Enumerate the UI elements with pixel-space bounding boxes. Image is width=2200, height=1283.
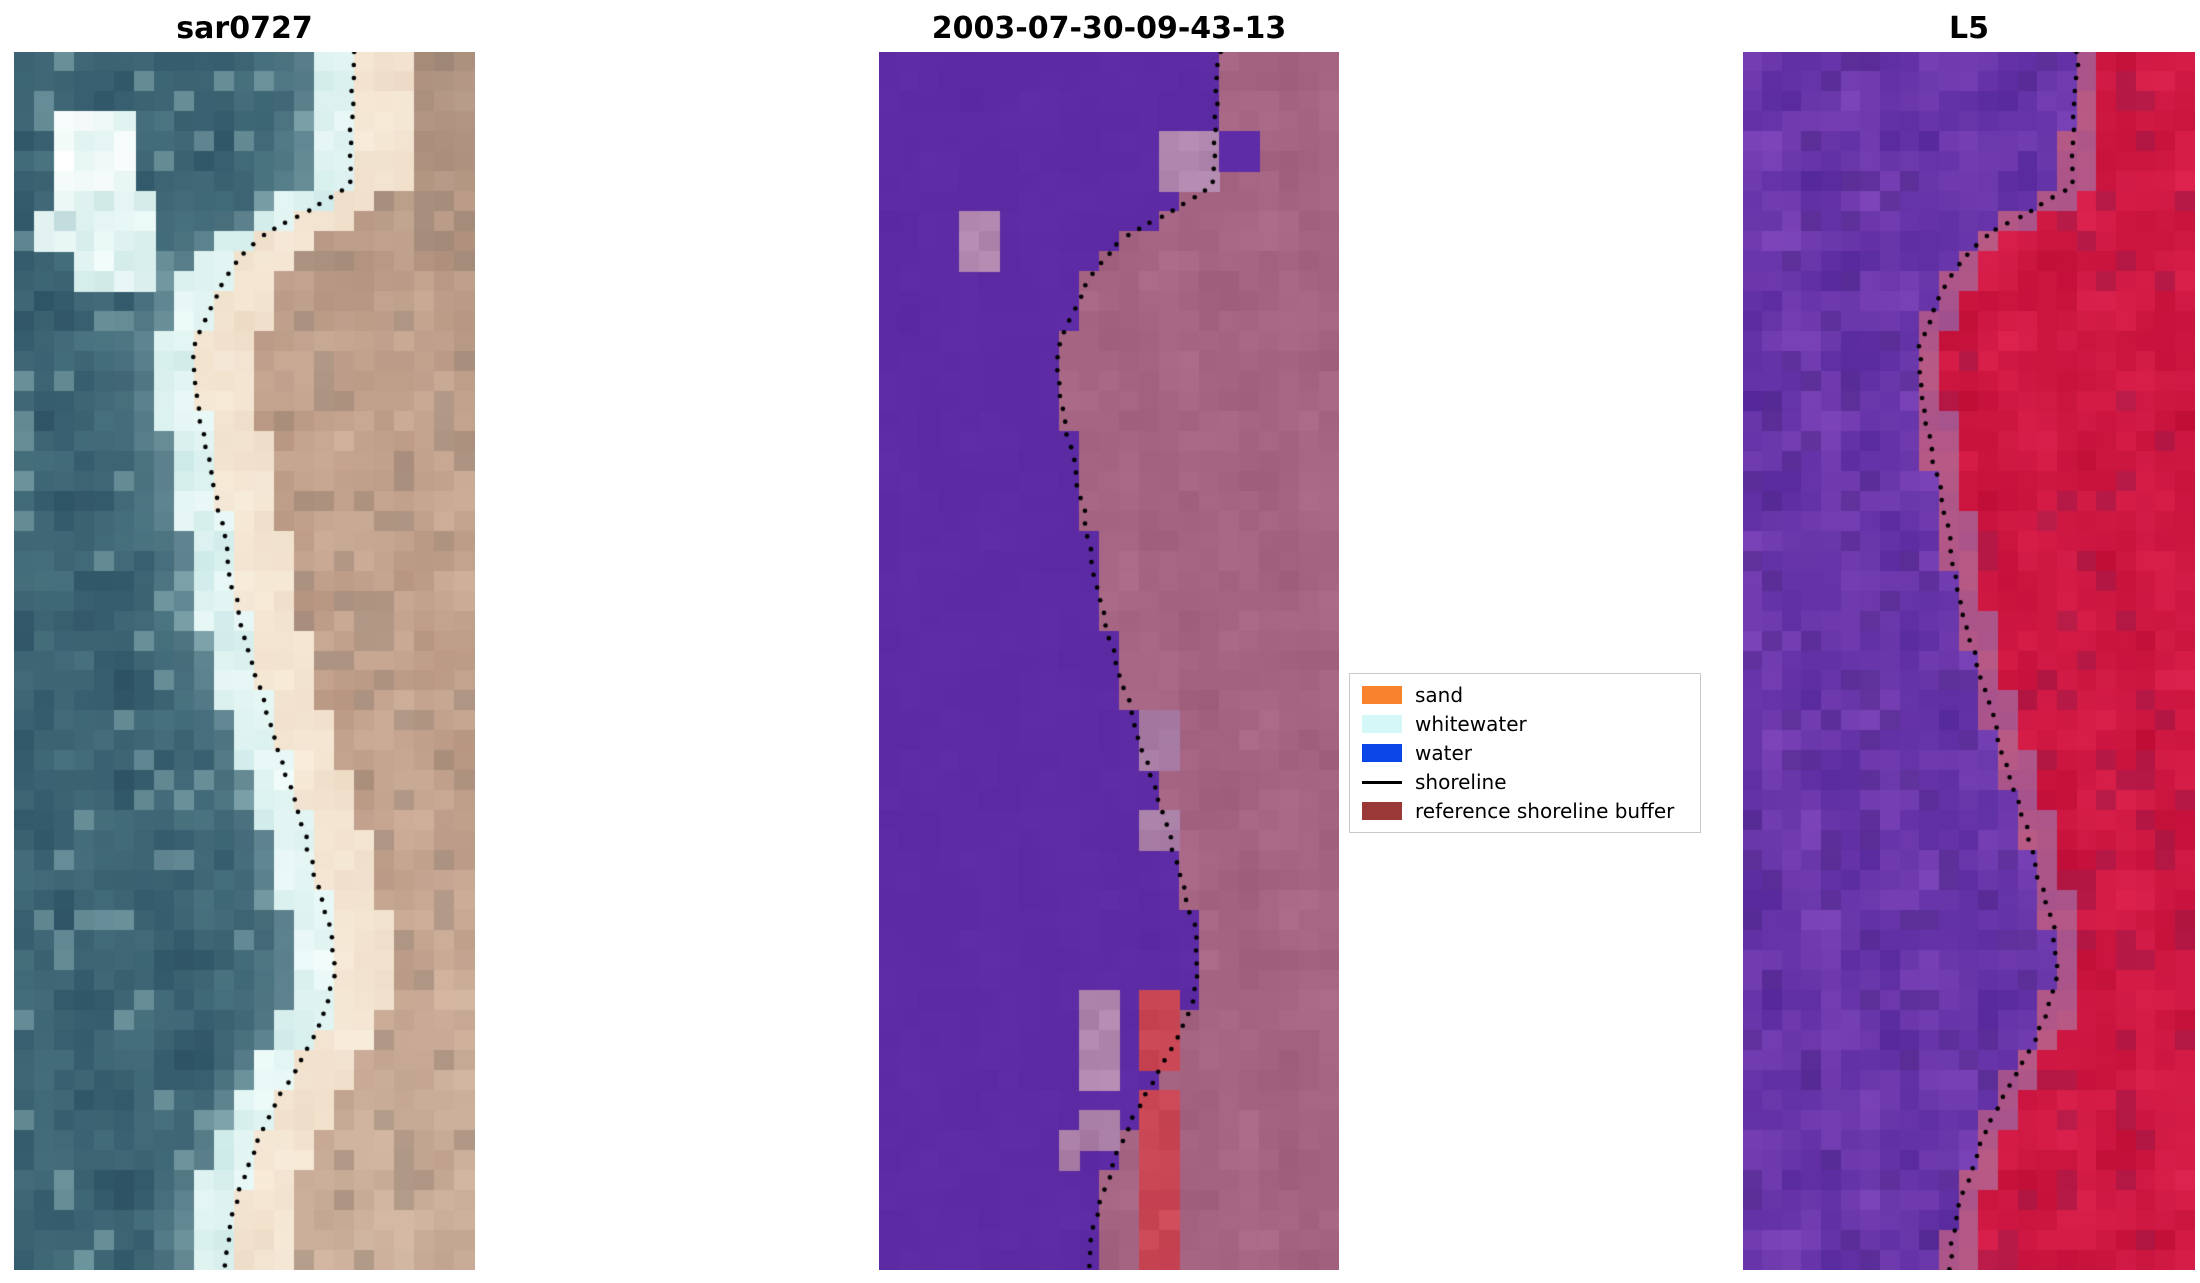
legend-label: water [1415,741,1472,765]
sar-image-panel [14,52,475,1270]
legend-label: reference shoreline buffer [1415,799,1675,823]
legend-label: whitewater [1415,712,1527,736]
sand-swatch [1362,686,1402,704]
legend-item: whitewater [1362,711,1688,737]
legend-label: sand [1415,683,1464,707]
l5-image-panel [1743,52,2195,1270]
legend-item: reference shoreline buffer [1362,798,1688,824]
legend: sand whitewater water shoreline reference sh… [1349,673,1701,833]
legend-item: sand [1362,682,1688,708]
classified-image-panel [879,52,1339,1270]
legend-item: water [1362,740,1688,766]
whitewater-swatch [1362,715,1402,733]
panel-title-sar: sar0727 [176,11,313,46]
shoreline-swatch [1362,780,1402,784]
panel-title-classified: 2003-07-30-09-43-13 [931,11,1287,46]
water-swatch [1362,744,1402,762]
panel-title-l5: L5 [1949,11,1989,46]
legend-label: shoreline [1415,770,1507,794]
reference-shoreline-buffer-swatch [1362,802,1402,820]
legend-item: shoreline [1362,769,1688,795]
